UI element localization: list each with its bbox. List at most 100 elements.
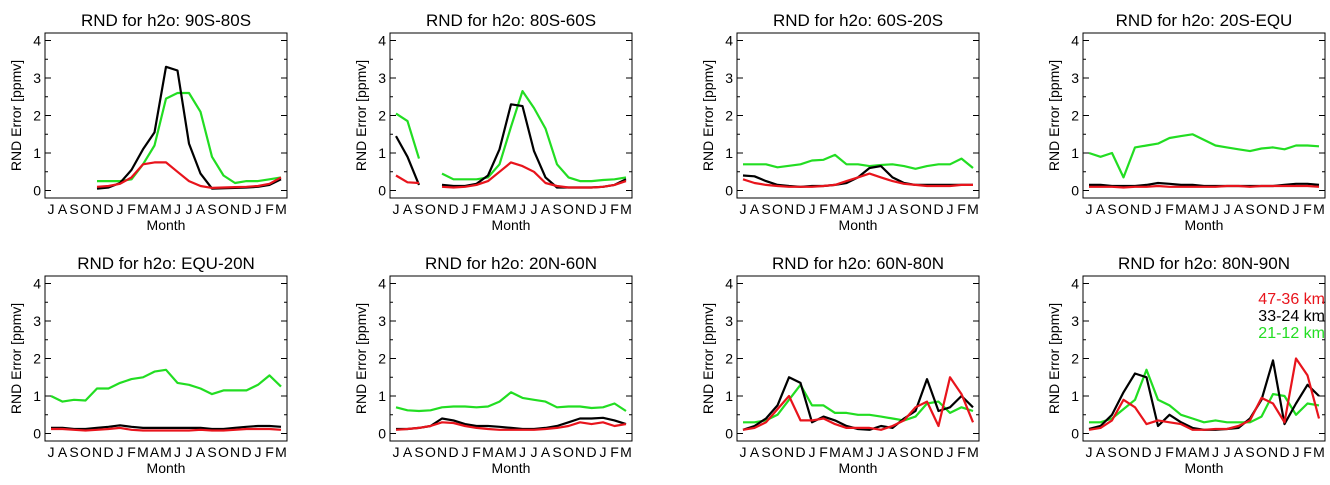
x-tick-label: F xyxy=(1303,201,1312,217)
x-tick-label: J xyxy=(600,201,607,217)
x-tick-label: A xyxy=(1096,444,1106,460)
y-tick-label: 0 xyxy=(33,426,41,442)
panel-title: RND for h2o: 80S-60S xyxy=(426,11,596,30)
y-tick-label: 4 xyxy=(378,33,386,49)
x-tick-label: O xyxy=(1256,444,1267,460)
y-axis-label: RND Error [ppmv] xyxy=(1046,60,1062,171)
series-line-33-24-km xyxy=(96,65,282,190)
y-tick-label: 3 xyxy=(725,313,733,329)
x-tick-label: N xyxy=(92,201,102,217)
x-tick-label: F xyxy=(1303,444,1312,460)
x-tick-label: M xyxy=(137,444,149,460)
y-tick-label: 3 xyxy=(378,70,386,86)
x-tick-label: D xyxy=(241,444,251,460)
y-tick-label: 4 xyxy=(33,33,41,49)
x-axis-label: Month xyxy=(1185,217,1224,233)
y-tick-label: 0 xyxy=(33,183,41,199)
x-tick-label: N xyxy=(1130,201,1140,217)
x-tick-label: F xyxy=(957,201,966,217)
x-tick-label: J xyxy=(117,201,124,217)
x-tick-label: M xyxy=(1313,201,1325,217)
x-tick-label: S xyxy=(1245,444,1254,460)
series-line-21-12-km xyxy=(50,368,282,403)
x-tick-label: A xyxy=(1188,444,1198,460)
x-tick-label: D xyxy=(103,444,113,460)
y-axis-label: RND Error [ppmv] xyxy=(1046,303,1062,414)
x-tick-label: O xyxy=(772,444,783,460)
x-tick-label: O xyxy=(80,201,91,217)
y-tick-label: 2 xyxy=(1071,351,1079,367)
x-tick-label: J xyxy=(462,444,469,460)
x-tick-label: J xyxy=(1155,201,1162,217)
y-tick-label: 1 xyxy=(378,145,386,161)
x-tick-label: S xyxy=(1107,444,1116,460)
x-tick-label: F xyxy=(265,201,274,217)
y-tick-label: 4 xyxy=(725,33,733,49)
series-line-21-12-km xyxy=(395,391,627,413)
x-tick-label: J xyxy=(48,444,55,460)
y-tick-label: 1 xyxy=(1071,388,1079,404)
x-tick-label: D xyxy=(241,201,251,217)
y-tick-label: 3 xyxy=(1071,70,1079,86)
y-tick-label: 2 xyxy=(725,108,733,124)
x-tick-label: M xyxy=(829,444,841,460)
y-axis-label: RND Error [ppmv] xyxy=(353,303,369,414)
y-tick-label: 1 xyxy=(378,388,386,404)
y-tick-label: 0 xyxy=(725,183,733,199)
x-tick-label: J xyxy=(740,201,747,217)
x-tick-label: O xyxy=(218,444,229,460)
series-line-47-36-km xyxy=(1089,184,1320,189)
x-tick-label: D xyxy=(586,201,596,217)
x-tick-label: D xyxy=(448,201,458,217)
x-tick-label: A xyxy=(1234,444,1244,460)
x-tick-label: N xyxy=(784,201,794,217)
x-tick-label: J xyxy=(947,444,954,460)
x-tick-label: M xyxy=(829,201,841,217)
x-tick-label: M xyxy=(852,201,864,217)
x-tick-label: N xyxy=(575,201,585,217)
x-tick-label: D xyxy=(1141,444,1151,460)
y-tick-label: 2 xyxy=(378,351,386,367)
x-tick-label: A xyxy=(1096,201,1106,217)
x-tick-label: O xyxy=(425,201,436,217)
x-tick-label: O xyxy=(218,201,229,217)
x-axis-label: Month xyxy=(147,460,186,476)
series-line-47-36-km xyxy=(395,161,627,189)
x-tick-label: M xyxy=(1198,201,1210,217)
series-line-47-36-km xyxy=(395,421,627,431)
x-tick-label: M xyxy=(1198,444,1210,460)
x-tick-label: F xyxy=(610,444,619,460)
y-tick-label: 3 xyxy=(33,313,41,329)
x-tick-label: F xyxy=(819,444,828,460)
series-line-21-12-km xyxy=(1089,368,1320,424)
y-tick-label: 2 xyxy=(1071,108,1079,124)
x-tick-label: O xyxy=(1118,444,1129,460)
y-axis-label: RND Error [ppmv] xyxy=(700,60,716,171)
plot-frame xyxy=(44,32,288,199)
plot-frame xyxy=(736,32,980,199)
panel-title: RND for h2o: EQU-20N xyxy=(77,254,255,273)
x-tick-label: F xyxy=(472,444,481,460)
x-tick-label: A xyxy=(196,201,206,217)
x-tick-label: O xyxy=(563,201,574,217)
x-tick-label: N xyxy=(1268,201,1278,217)
x-axis-label: Month xyxy=(839,217,878,233)
y-axis-label: RND Error [ppmv] xyxy=(8,303,24,414)
x-tick-label: M xyxy=(967,201,979,217)
x-tick-label: O xyxy=(425,444,436,460)
x-tick-label: A xyxy=(150,444,160,460)
x-tick-label: A xyxy=(196,444,206,460)
series-line-47-36-km xyxy=(51,426,282,432)
y-tick-label: 1 xyxy=(725,388,733,404)
x-tick-label: J xyxy=(1086,201,1093,217)
x-tick-label: J xyxy=(1155,444,1162,460)
x-tick-label: S xyxy=(69,444,78,460)
x-tick-label: J xyxy=(866,201,873,217)
x-tick-label: S xyxy=(761,444,770,460)
